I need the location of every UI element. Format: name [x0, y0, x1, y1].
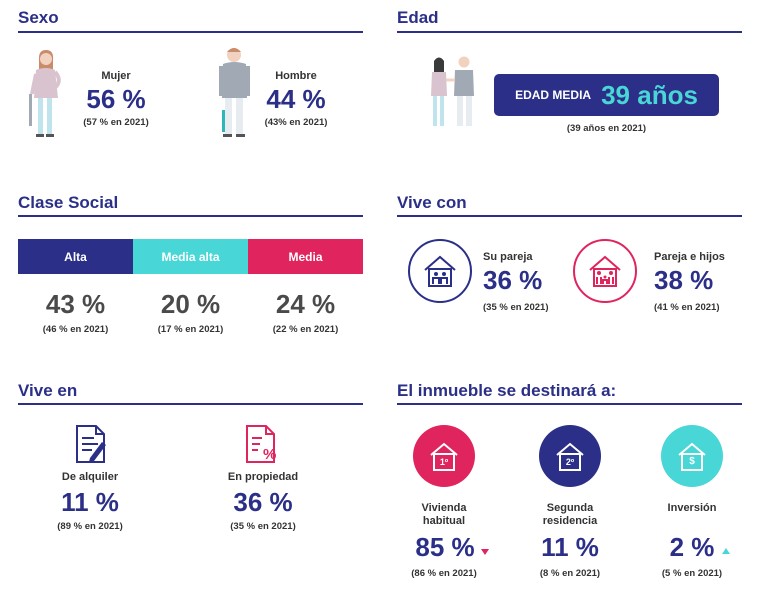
- vive-en-propiedad-value: 36 %: [233, 487, 293, 517]
- couple-figure-icon: [431, 56, 474, 126]
- house-family-icon: [573, 239, 637, 303]
- inmueble-segunda-prev: (8 % en 2021): [539, 568, 601, 579]
- vive-en-propiedad-prev: (35 % en 2021): [230, 521, 296, 532]
- inmueble-segunda-value: 11 %: [541, 532, 599, 562]
- badge-second: 2º: [565, 457, 575, 467]
- house-investment-icon: $: [661, 425, 723, 487]
- clase-media-alta-prev: (17 % en 2021): [157, 324, 224, 335]
- inmueble-vivienda-prev: (86 % en 2021): [411, 568, 477, 579]
- section-title-sexo: Sexo: [18, 8, 59, 27]
- vive-con-familia-prev: (41 % en 2021): [654, 302, 720, 313]
- inmueble-inversion-prev: (5 % en 2021): [661, 568, 723, 579]
- section-divider: [18, 403, 363, 405]
- clase-media-alta-segment: Media alta: [133, 239, 248, 274]
- vive-en-propiedad-label: En propiedad: [227, 471, 299, 483]
- vive-con-familia-label: Pareja e hijos: [654, 251, 725, 263]
- section-divider: [397, 31, 742, 33]
- vive-con-pareja-prev: (35 % en 2021): [483, 302, 549, 313]
- clase-media-segment: Media: [248, 239, 363, 274]
- edad-media-label: EDAD MEDIA: [515, 88, 592, 102]
- section-divider: [18, 215, 363, 217]
- vive-con-pareja-value: 36 %: [483, 265, 543, 295]
- clase-media-alta-value: 20 %: [160, 289, 221, 319]
- mujer-prev: (57 % en 2021): [83, 117, 149, 128]
- house-second-icon: 2º: [539, 425, 601, 487]
- inmueble-inversion-value: 2 %: [669, 532, 715, 562]
- woman-figure-icon: [29, 50, 61, 137]
- vive-con-familia-value: 38 %: [654, 265, 714, 295]
- rental-document-icon: [76, 425, 106, 463]
- section-divider: [397, 215, 742, 217]
- house-couple-icon: [408, 239, 472, 303]
- trend-down-icon: [481, 549, 489, 555]
- section-title-inmueble: El inmueble se destinará a:: [397, 381, 617, 400]
- section-divider: [397, 403, 742, 405]
- clase-media-value: 24 %: [275, 289, 336, 319]
- section-title-vive-en: Vive en: [18, 381, 78, 400]
- inmueble-vivienda-value: 85 %: [415, 532, 475, 562]
- trend-up-icon: [722, 548, 730, 554]
- edad-media-value: 39 años: [601, 79, 698, 110]
- man-figure-icon: [219, 48, 250, 137]
- mujer-label: Mujer: [101, 70, 131, 82]
- section-title-edad: Edad: [397, 8, 439, 27]
- inmueble-vivienda-label-1: Vivienda: [421, 502, 467, 514]
- inmueble-vivienda-label-2: habitual: [422, 515, 466, 527]
- section-divider: [18, 31, 363, 33]
- vive-en-alquiler-prev: (89 % en 2021): [57, 521, 123, 532]
- clase-alta-value: 43 %: [45, 289, 106, 319]
- clase-alta-segment: Alta: [18, 239, 133, 274]
- badge-first: 1º: [439, 457, 449, 467]
- property-document-icon: %: [246, 425, 276, 463]
- inmueble-inversion-label: Inversión: [667, 502, 717, 514]
- svg-text:%: %: [263, 446, 276, 463]
- clase-media-prev: (22 % en 2021): [272, 324, 339, 335]
- clase-alta-prev: (46 % en 2021): [42, 324, 109, 335]
- hombre-value: 44 %: [266, 84, 326, 114]
- edad-prev: (39 años en 2021): [566, 123, 647, 134]
- vive-en-alquiler-value: 11 %: [61, 487, 119, 517]
- vive-con-pareja-label: Su pareja: [483, 251, 533, 263]
- section-title-vive-con: Vive con: [397, 193, 467, 212]
- house-first-icon: 1º: [413, 425, 475, 487]
- vive-en-alquiler-label: De alquiler: [61, 471, 119, 483]
- hombre-label: Hombre: [275, 70, 317, 82]
- mujer-value: 56 %: [86, 84, 146, 114]
- section-title-clase-social: Clase Social: [18, 193, 119, 212]
- inmueble-segunda-label-1: Segunda: [546, 502, 594, 514]
- badge-investment: $: [689, 456, 695, 467]
- hombre-prev: (43% en 2021): [264, 117, 328, 128]
- edad-media-box: EDAD MEDIA 39 años: [494, 74, 719, 116]
- inmueble-segunda-label-2: residencia: [542, 515, 598, 527]
